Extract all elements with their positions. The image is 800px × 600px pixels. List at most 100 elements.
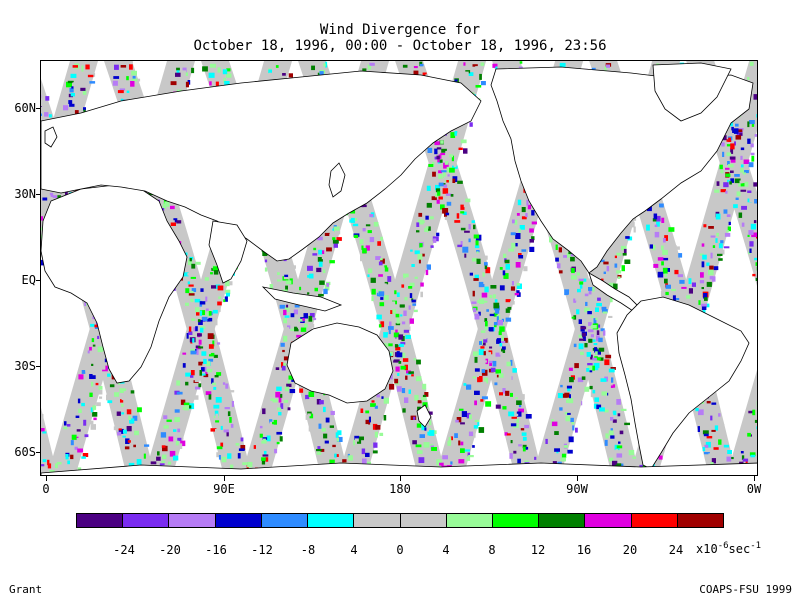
- divergence-speck: [457, 244, 463, 248]
- divergence-speck: [107, 373, 111, 377]
- divergence-speck: [481, 396, 488, 400]
- divergence-speck: [624, 422, 630, 426]
- divergence-speck: [718, 243, 723, 249]
- divergence-speck: [191, 263, 196, 269]
- divergence-speck: [298, 326, 301, 330]
- divergence-speck: [429, 430, 435, 436]
- divergence-speck: [751, 232, 757, 238]
- divergence-speck: [90, 342, 96, 345]
- divergence-speck: [468, 431, 474, 437]
- divergence-speck: [278, 396, 282, 403]
- divergence-speck: [361, 403, 365, 407]
- divergence-speck: [377, 309, 382, 314]
- divergence-speck: [757, 284, 758, 289]
- divergence-speck: [99, 396, 103, 399]
- divergence-speck: [710, 235, 716, 238]
- divergence-speck: [712, 408, 715, 413]
- divergence-speck: [79, 378, 84, 385]
- divergence-speck: [473, 425, 479, 429]
- divergence-speck: [198, 319, 203, 325]
- divergence-speck: [496, 359, 503, 365]
- divergence-speck: [395, 329, 398, 333]
- divergence-speck: [370, 277, 376, 283]
- divergence-speck: [529, 228, 534, 233]
- divergence-speck: [195, 345, 201, 349]
- divergence-speck: [498, 331, 502, 336]
- divergence-speck: [285, 344, 291, 349]
- divergence-speck: [466, 456, 471, 461]
- divergence-speck: [718, 258, 723, 261]
- divergence-speck: [595, 351, 598, 355]
- divergence-speck: [596, 404, 602, 410]
- divergence-speck: [739, 133, 743, 136]
- divergence-speck: [661, 245, 664, 251]
- divergence-speck: [458, 147, 463, 150]
- divergence-speck: [367, 268, 373, 274]
- divergence-speck: [363, 428, 369, 431]
- divergence-speck: [362, 424, 369, 427]
- divergence-speck: [499, 343, 503, 347]
- divergence-speck: [607, 440, 611, 444]
- divergence-speck: [222, 435, 226, 440]
- divergence-speck: [118, 428, 122, 431]
- divergence-speck: [190, 375, 194, 378]
- divergence-speck: [753, 182, 757, 187]
- divergence-speck: [204, 277, 209, 281]
- divergence-speck: [263, 450, 267, 456]
- divergence-speck: [463, 148, 468, 154]
- divergence-speck: [745, 461, 748, 464]
- divergence-speck: [466, 384, 472, 390]
- divergence-speck: [318, 293, 324, 297]
- divergence-speck: [211, 378, 214, 384]
- divergence-speck: [584, 293, 589, 297]
- divergence-speck: [757, 83, 758, 86]
- divergence-speck: [492, 63, 498, 68]
- divergence-speck: [720, 240, 724, 244]
- divergence-speck: [702, 308, 706, 315]
- divergence-speck: [525, 446, 529, 450]
- divergence-speck: [173, 455, 179, 461]
- divergence-speck: [747, 432, 751, 437]
- divergence-speck: [287, 407, 291, 411]
- divergence-speck: [447, 440, 451, 446]
- divergence-speck: [42, 449, 48, 456]
- divergence-speck: [604, 359, 610, 366]
- divergence-speck: [320, 448, 325, 452]
- divergence-speck: [378, 274, 383, 277]
- divergence-speck: [594, 347, 598, 353]
- divergence-speck: [658, 455, 663, 460]
- divergence-speck: [190, 298, 194, 303]
- divergence-speck: [584, 307, 590, 313]
- divergence-speck: [162, 454, 167, 459]
- divergence-speck: [455, 419, 459, 423]
- divergence-speck: [456, 213, 460, 219]
- divergence-speck: [395, 344, 401, 351]
- divergence-speck: [365, 419, 371, 425]
- divergence-speck: [619, 430, 624, 435]
- divergence-speck: [443, 162, 449, 169]
- divergence-speck: [569, 262, 572, 268]
- divergence-speck: [515, 233, 521, 239]
- divergence-speck: [460, 204, 465, 210]
- divergence-speck: [159, 463, 165, 466]
- divergence-speck: [495, 309, 500, 314]
- divergence-speck: [200, 288, 204, 292]
- divergence-speck: [426, 264, 431, 270]
- divergence-speck: [208, 344, 214, 349]
- divergence-speck: [521, 432, 527, 436]
- divergence-speck: [436, 147, 442, 150]
- divergence-speck: [359, 239, 364, 245]
- divergence-speck: [559, 62, 566, 69]
- divergence-speck: [727, 450, 732, 454]
- divergence-speck: [510, 286, 515, 291]
- divergence-speck: [526, 199, 529, 206]
- divergence-speck: [743, 156, 748, 160]
- divergence-speck: [283, 318, 287, 324]
- divergence-speck: [166, 82, 171, 88]
- divergence-speck: [516, 283, 520, 286]
- divergence-speck: [566, 385, 572, 389]
- divergence-speck: [575, 427, 578, 433]
- divergence-speck: [207, 333, 214, 339]
- divergence-speck: [116, 411, 121, 416]
- divergence-speck: [276, 386, 282, 391]
